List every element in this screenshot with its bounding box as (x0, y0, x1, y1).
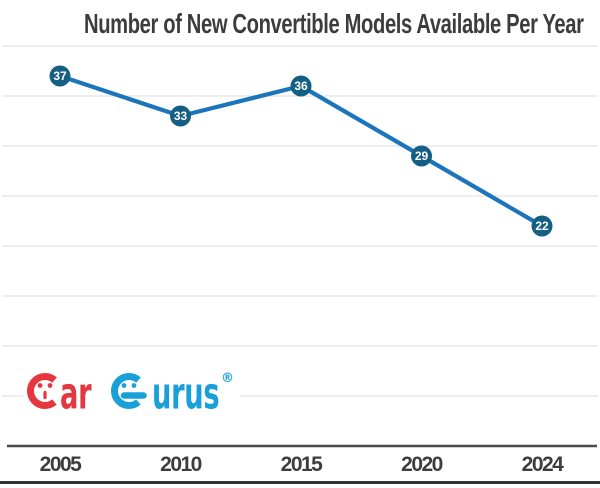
data-point-marker (290, 75, 312, 97)
data-point-label: 29 (415, 149, 429, 163)
x-axis-label: 2010 (160, 453, 202, 476)
x-axis-label: 2005 (40, 453, 83, 476)
data-point-marker (170, 105, 191, 127)
chart-title: Number of New Convertible Models Availab… (83, 8, 584, 39)
x-axis-label: 2020 (401, 453, 443, 476)
logo-letter-g-face (111, 373, 147, 409)
data-line (57, 73, 545, 229)
bottom-border (0, 481, 600, 484)
logo-text-urus: urus (152, 369, 219, 415)
cargurus-logo-graphic: ar urus ® (27, 369, 234, 415)
x-axis-label: 2015 (281, 453, 324, 476)
logo-c-eye-left (37, 383, 43, 388)
data-point-label: 36 (294, 79, 308, 93)
logo-text-ar: ar (60, 369, 92, 415)
logo-c-eye-right (47, 383, 53, 388)
cargurus-logo: ar urus ® (24, 368, 240, 416)
data-point-label: 22 (535, 219, 549, 233)
logo-g-eye-right (131, 383, 137, 388)
x-axis-label: 2024 (522, 453, 565, 476)
data-point-marker (531, 215, 553, 237)
data-point-label: 37 (53, 69, 67, 83)
registered-trademark-icon: ® (221, 371, 234, 386)
logo-g-eye-left (121, 383, 127, 388)
logo-letter-c-face (27, 373, 63, 409)
data-point-label: 33 (174, 109, 188, 123)
data-point-marker (411, 145, 432, 167)
data-point-marker (49, 65, 71, 87)
